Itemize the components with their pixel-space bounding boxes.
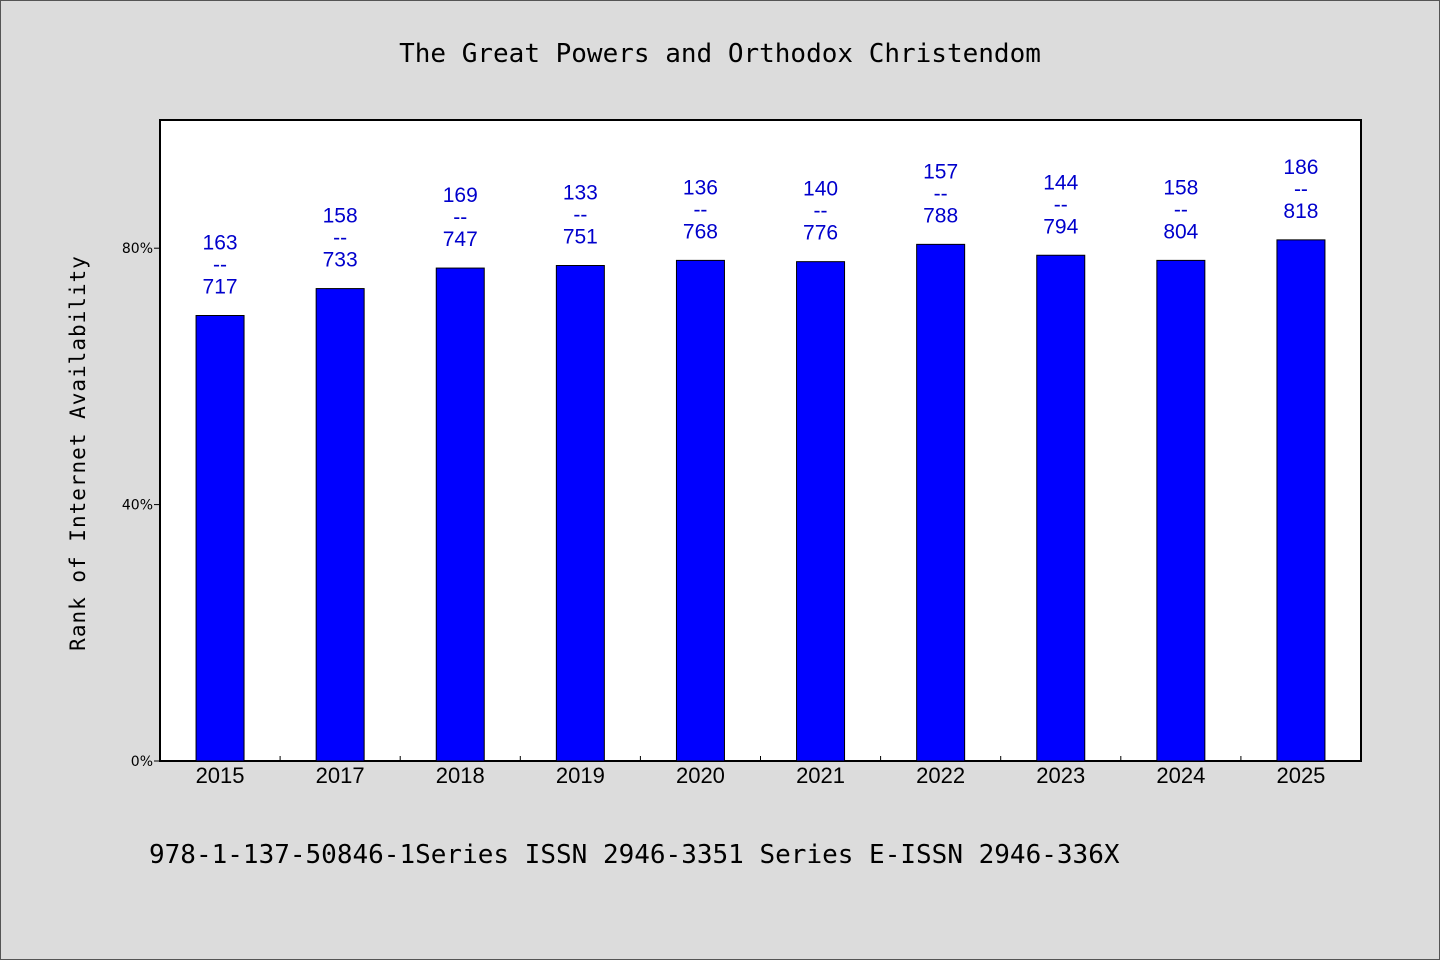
data-label-2017: -- (333, 227, 347, 250)
x-tick-label: 2025 (1276, 763, 1325, 788)
data-label-2015: 717 (203, 276, 238, 299)
x-tick-label: 2022 (916, 763, 965, 788)
y-axis-label: Rank of Internet Availability (66, 255, 90, 651)
bar-2023 (1036, 254, 1086, 762)
data-label-2020: 768 (683, 220, 718, 243)
x-tick-label: 2018 (436, 763, 485, 788)
data-label-2015: 163 (203, 232, 238, 255)
x-tick-label: 2021 (796, 763, 845, 788)
data-label-2023: -- (1054, 193, 1068, 216)
bar-2018 (435, 267, 485, 762)
x-axis-ticks: 2015 2017 2018 2019 2020 2021 2022 2023 2024 2025 (196, 756, 1325, 788)
x-tick-label: 2023 (1036, 763, 1085, 788)
data-label-2022: 788 (923, 204, 958, 227)
data-label-2025: 818 (1283, 200, 1318, 223)
data-label-2020: 136 (683, 176, 718, 199)
data-label-2022: -- (934, 182, 948, 205)
x-tick-label: 2020 (676, 763, 725, 788)
data-label-2015: -- (213, 254, 227, 277)
data-label-2020: -- (693, 198, 707, 221)
data-label-2017: 158 (323, 205, 358, 228)
bar-2025 (1276, 239, 1326, 762)
data-label-2019: 133 (563, 182, 598, 205)
y-axis-ticks: 0% 40% 80% (122, 241, 160, 770)
data-label-2021: 140 (803, 178, 838, 201)
data-label-2021: -- (814, 200, 828, 223)
bar-2015 (195, 315, 245, 762)
data-label-2021: 776 (803, 222, 838, 245)
data-label-2018: 747 (443, 228, 478, 251)
bar-2022 (916, 243, 966, 762)
data-labels: 163--717158--733169--747133--751136--768… (203, 156, 1319, 299)
x-tick-label: 2015 (196, 763, 245, 788)
bar-2020 (675, 259, 725, 762)
x-tick-label: 2017 (316, 763, 365, 788)
bar-2017 (315, 288, 365, 762)
data-label-2018: -- (453, 206, 467, 229)
data-label-2018: 169 (443, 184, 478, 207)
y-tick-label: 0% (131, 754, 153, 770)
bars (195, 239, 1326, 762)
y-tick-label: 40% (122, 498, 153, 514)
x-tick-label: 2024 (1156, 763, 1205, 788)
y-tick-label: 80% (122, 241, 153, 257)
data-label-2023: 794 (1043, 215, 1078, 238)
data-label-2023: 144 (1043, 171, 1078, 194)
bar-2021 (796, 261, 846, 762)
bar-2019 (555, 265, 605, 762)
data-label-2024: 804 (1163, 220, 1198, 243)
data-label-2019: -- (573, 204, 587, 227)
footer-isbn-issn: 978-1-137-50846-1Series ISSN 2946-3351 S… (149, 840, 1120, 870)
bar-2024 (1156, 259, 1206, 762)
data-label-2022: 157 (923, 160, 958, 183)
data-label-2017: 733 (323, 249, 358, 272)
data-label-2024: -- (1174, 198, 1188, 221)
chart-title: The Great Powers and Orthodox Christendo… (399, 39, 1041, 69)
data-label-2024: 158 (1163, 176, 1198, 199)
data-label-2025: -- (1294, 178, 1308, 201)
data-label-2019: 751 (563, 226, 598, 249)
x-tick-label: 2019 (556, 763, 605, 788)
data-label-2025: 186 (1283, 156, 1318, 179)
